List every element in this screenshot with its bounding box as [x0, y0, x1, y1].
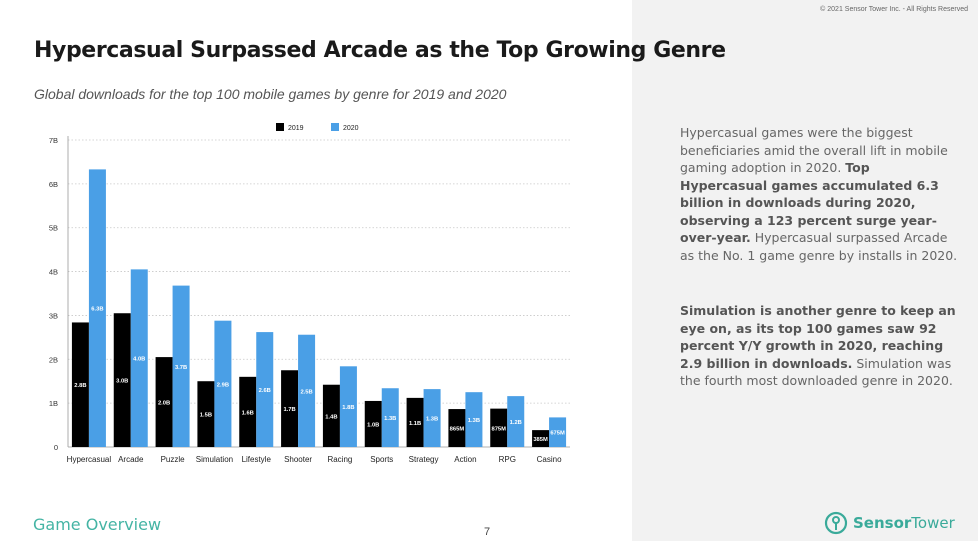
bar-value-label: 1.2B [510, 420, 522, 426]
legend-label-2020: 2020 [343, 125, 359, 132]
brand-name-second: Tower [911, 514, 955, 532]
y-tick-label: 5B [49, 224, 58, 233]
brand-name-first: Sensor [853, 514, 912, 532]
bar-value-label: 1.3B [468, 418, 480, 424]
bar-value-label: 2.8B [74, 383, 86, 389]
bar-value-label: 1.0B [367, 422, 379, 428]
bar-value-label: 1.5B [200, 413, 212, 419]
chart-axes: 0 1B 2B 3B 4B 5B 6B 7B Hypercasual Arcade Puzzle Si… [49, 136, 570, 464]
bar-value-label: 2.5B [300, 389, 312, 395]
bar-value-label: 3.0B [116, 379, 128, 385]
bar-2019-lifestyle [239, 376, 257, 447]
bar-value-label: 1.6B [242, 410, 254, 416]
bar-2019-action [448, 409, 466, 447]
bar-2020-rpg [507, 396, 525, 447]
copyright-notice: © 2021 Sensor Tower Inc. - All Rights Re… [820, 6, 968, 13]
bar-2019-puzzle [155, 357, 173, 447]
bar-value-label: 1.1B [409, 421, 421, 427]
paragraph-highlight: Simulation is another genre to keep an e… [680, 303, 956, 371]
page-title: Hypercasual Surpassed Arcade as the Top … [34, 38, 726, 63]
commentary-paragraph-simulation: Simulation is another genre to keep an e… [680, 302, 960, 390]
paragraph-text: Hypercasual surpassed Arcade as the No. … [680, 230, 958, 263]
x-tick-label: Racing [327, 455, 352, 464]
x-tick-label: Casino [537, 455, 562, 464]
bar-2020-action [465, 392, 483, 447]
x-tick-label: Hypercasual [67, 455, 112, 464]
section-name: Game Overview [33, 515, 162, 534]
bar-value-label: 1.4B [325, 414, 337, 420]
x-tick-label: Puzzle [161, 455, 186, 464]
x-tick-label: Strategy [409, 455, 439, 464]
bar-2020-strategy [423, 389, 441, 447]
paragraph-text: Hypercasual games were the biggest benef… [680, 125, 948, 175]
bar-value-label: 865M [450, 427, 465, 433]
chart-legend: 2019 2020 [276, 123, 359, 132]
bar-2020-hypercasual [88, 169, 106, 447]
bar-2020-casino [549, 417, 567, 447]
bar-value-label: 1.7B [283, 407, 295, 413]
bar-2019-strategy [406, 397, 424, 447]
legend-swatch-2019 [276, 123, 284, 131]
x-tick-label: Simulation [196, 455, 233, 464]
y-tick-label: 3B [49, 311, 58, 320]
bar-value-label: 1.8B [342, 405, 354, 411]
x-tick-label: Shooter [284, 455, 312, 464]
y-tick-label: 1B [49, 399, 58, 408]
bar-2019-shooter [281, 370, 299, 447]
bar-2019-casino [532, 430, 550, 447]
y-tick-label: 4B [49, 268, 58, 277]
legend-swatch-2020 [331, 123, 339, 131]
commentary-paragraph-hypercasual: Hypercasual games were the biggest benef… [680, 124, 960, 264]
bar-2019-rpg [490, 408, 508, 447]
y-tick-label: 6B [49, 180, 58, 189]
bar-2020-puzzle [172, 285, 190, 447]
bar-2020-shooter [298, 334, 316, 447]
page-number: 7 [484, 526, 491, 538]
chart-data-labels: 2.8B 6.3B 3.0B 4.0B 2.0B 3.7B 1.5B 2.9B 1.6B 2.6B… [74, 307, 565, 443]
downloads-bar-chart: 0 1B 2B 3B 4B 5B 6B 7B Hypercasual Arcade Puzzle Si… [49, 123, 570, 464]
bar-2020-sports [381, 388, 399, 447]
sensor-tower-icon [824, 511, 848, 535]
bar-value-label: 875M [491, 426, 506, 432]
bar-2019-simulation [197, 381, 215, 447]
x-tick-label: Sports [370, 455, 393, 464]
bar-2019-hypercasual [71, 322, 89, 447]
x-tick-label: RPG [499, 455, 516, 464]
bar-2020-lifestyle [256, 332, 274, 447]
commentary-panel [632, 0, 978, 541]
bar-value-label: 3.7B [175, 365, 187, 371]
brand-name: SensorTower [853, 514, 955, 532]
paragraph-text: Simulation was the fourth most downloade… [680, 355, 953, 389]
bar-2019-racing [322, 384, 340, 447]
paragraph-highlight: Top Hypercasual games accumulated 6.3 bi… [680, 160, 939, 245]
y-tick-label: 7B [49, 136, 58, 145]
bar-value-label: 675M [550, 431, 565, 437]
bar-value-label: 4.0B [133, 357, 145, 363]
legend-label-2019: 2019 [288, 125, 304, 132]
x-tick-label: Action [454, 455, 476, 464]
bar-value-label: 1.3B [384, 416, 396, 422]
bar-2019-sports [364, 400, 382, 447]
bar-value-label: 2.0B [158, 401, 170, 407]
bar-2020-arcade [130, 269, 148, 447]
bar-value-label: 2.6B [259, 388, 271, 394]
bar-value-label: 6.3B [91, 307, 103, 313]
x-tick-label: Arcade [118, 455, 144, 464]
bar-2019-arcade [113, 313, 131, 447]
y-tick-label: 2B [49, 355, 58, 364]
bar-2020-racing [339, 366, 357, 447]
x-tick-label: Lifestyle [242, 455, 272, 464]
chart-bars [71, 169, 567, 447]
bar-2020-simulation [214, 320, 232, 447]
bar-value-label: 385M [533, 437, 548, 443]
bar-value-label: 1.3B [426, 417, 438, 423]
bar-value-label: 2.9B [217, 382, 229, 388]
brand-logo: SensorTower [824, 511, 955, 535]
chart-subtitle: Global downloads for the top 100 mobile … [34, 86, 507, 102]
y-tick-label: 0 [54, 443, 58, 452]
